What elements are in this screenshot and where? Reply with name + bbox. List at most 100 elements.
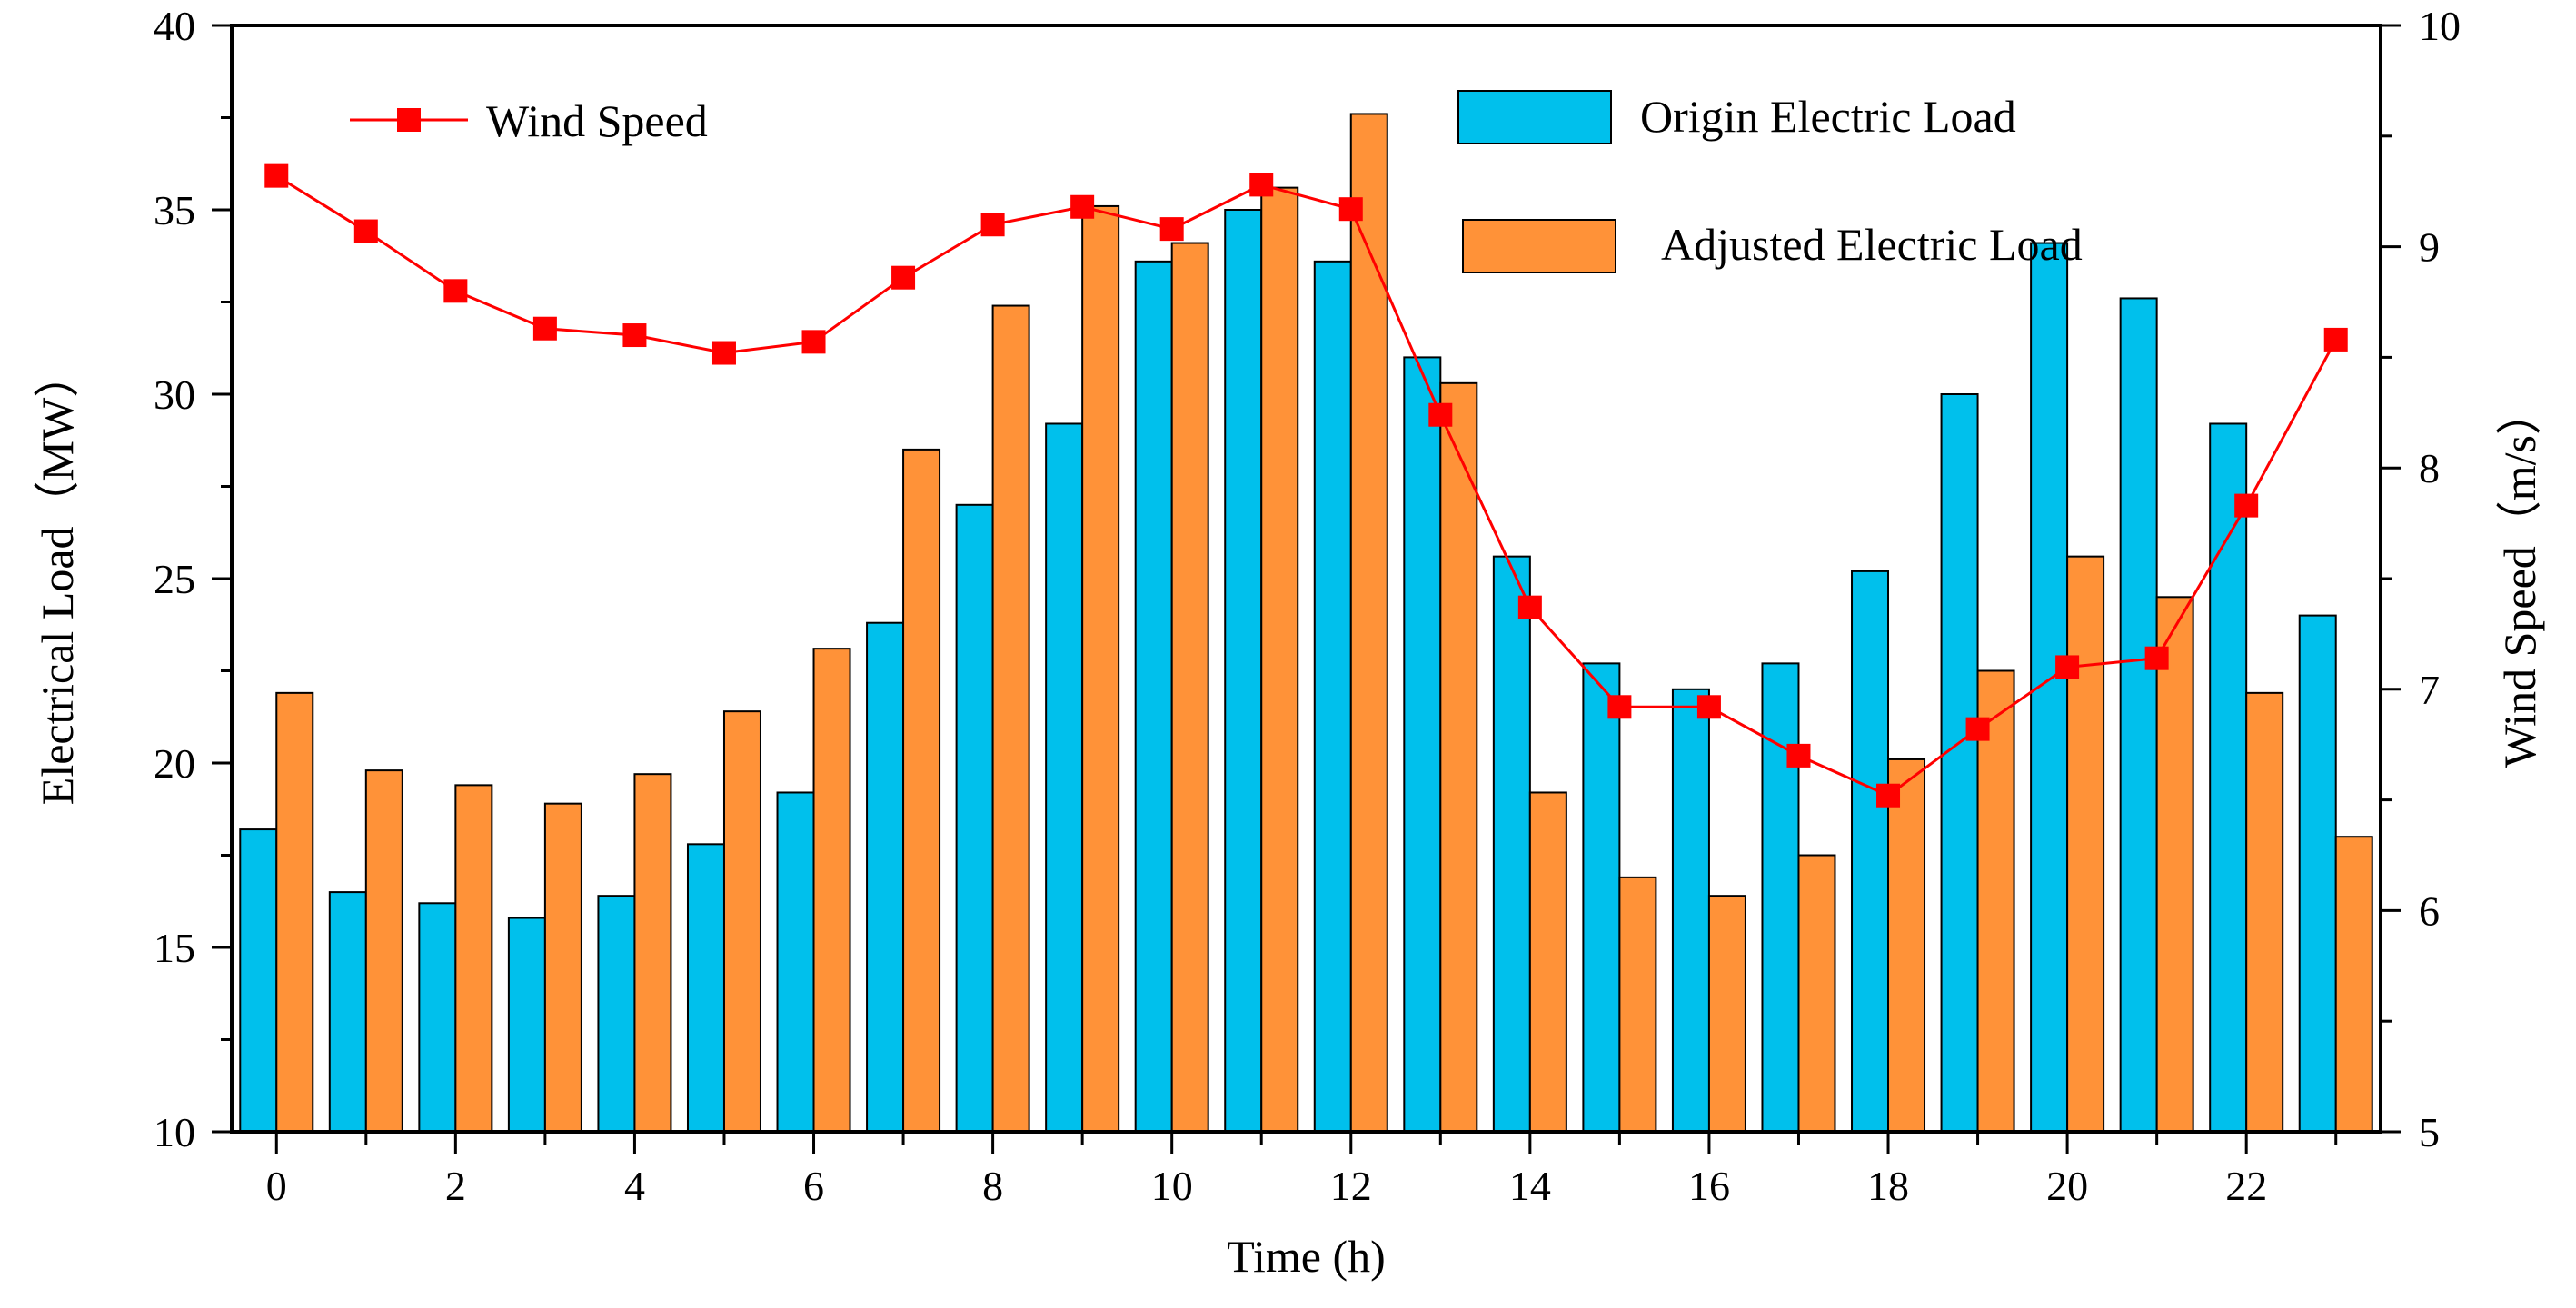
wind-speed-point (891, 265, 916, 290)
wind-speed-point (264, 164, 289, 188)
adjusted-load-bar (812, 648, 851, 1133)
adjusted-load-bar (1528, 791, 1567, 1133)
x-tick-label: 18 (1867, 1163, 1909, 1209)
right-y-tick-label: 7 (2419, 667, 2440, 713)
left-y-tick-label: 10 (154, 1109, 195, 1155)
legend-origin-load-label: Origin Electric Load (1640, 91, 2016, 142)
wind-speed-point (801, 330, 826, 354)
origin-load-bar (2209, 422, 2248, 1134)
origin-load-bar (686, 843, 725, 1133)
wind-speed-point (1517, 595, 1542, 619)
wind-speed-line-layer (264, 164, 2348, 808)
adjusted-load-bar (1349, 113, 1388, 1134)
wind-speed-point (532, 316, 557, 341)
wind-speed-point (1428, 402, 1453, 427)
x-tick-label: 2 (445, 1163, 466, 1209)
wind-speed-point (2144, 646, 2169, 670)
wind-speed-point (980, 213, 1005, 237)
right-y-tick-label: 6 (2419, 887, 2440, 934)
adjusted-load-bar (543, 802, 582, 1133)
adjusted-load-bar (1081, 204, 1120, 1133)
x-axis-title: Time (h) (1227, 1231, 1386, 1282)
left-y-axis-title: Electrical Load（MW） (32, 352, 83, 805)
right-y-axis-title: Wind Speed（m/s） (2494, 390, 2545, 768)
x-tick-label: 20 (2046, 1163, 2088, 1209)
origin-load-bar (597, 895, 636, 1133)
legend-adjusted-load-label: Adjusted Electric Load (1661, 219, 2083, 270)
legend-wind-speed-label: Wind Speed (486, 95, 708, 146)
wind-speed-point (711, 341, 736, 365)
adjusted-load-bar (1260, 186, 1299, 1133)
adjusted-load-bar (454, 784, 493, 1133)
left-y-tick-label: 20 (154, 740, 195, 787)
wind-speed-point (622, 323, 647, 348)
adjusted-load-bar (1976, 669, 2015, 1133)
wind-speed-point (1965, 717, 1990, 741)
left-y-tick-label: 15 (154, 925, 195, 971)
adjusted-load-bar (1707, 895, 1746, 1133)
wind-speed-line (275, 174, 2338, 798)
origin-load-bar (1761, 662, 1800, 1133)
adjusted-load-bar (1170, 242, 1209, 1134)
x-tick-label: 16 (1688, 1163, 1730, 1209)
x-tick-label: 4 (624, 1163, 645, 1209)
wind-speed-point (1159, 217, 1184, 242)
origin-load-bar (955, 503, 994, 1133)
origin-load-bar (1671, 688, 1710, 1133)
legend-origin-load-swatch (1457, 90, 1612, 144)
origin-load-bar (1403, 356, 1442, 1133)
origin-load-bar (507, 917, 546, 1134)
right-y-tick-label: 9 (2419, 224, 2440, 271)
origin-load-bar (1134, 260, 1173, 1133)
legend: Wind Speed Origin Electric Load Adjusted… (350, 90, 2083, 273)
adjusted-load-bar (902, 448, 941, 1133)
adjusted-load-bar (2334, 836, 2373, 1133)
wind-speed-point (443, 279, 468, 303)
adjusted-load-bar (1887, 758, 1926, 1133)
right-y-tick-label: 10 (2419, 3, 2461, 49)
origin-load-bar (776, 791, 815, 1133)
left-y-tick-label: 25 (154, 556, 195, 602)
wind-speed-point (2055, 655, 2080, 679)
right-y-tick-label: 5 (2419, 1109, 2440, 1155)
wind-speed-point (1338, 197, 1363, 222)
bars-layer (239, 113, 2373, 1134)
adjusted-load-bar (275, 691, 314, 1133)
legend-adjusted-load-swatch (1462, 219, 1616, 273)
wind-speed-point (353, 219, 378, 243)
ticks-layer: 0 2 4 6 8 10 12 14 16 18 20 22 10 15 20 25 30 35 40 5 6 7 8 9 10 (154, 3, 2461, 1209)
left-y-tick-label: 30 (154, 372, 195, 418)
origin-load-bar (1851, 570, 1890, 1133)
wind-speed-point (1696, 695, 1721, 719)
origin-load-bar (2298, 614, 2337, 1133)
wind-speed-point (2234, 493, 2259, 518)
x-tick-label: 14 (1509, 1163, 1551, 1209)
adjusted-load-bar (1439, 382, 1478, 1133)
legend-wind-speed-marker (397, 108, 421, 132)
left-y-tick-label: 40 (154, 3, 195, 49)
origin-load-bar (1224, 209, 1263, 1133)
x-tick-label: 6 (803, 1163, 824, 1209)
adjusted-load-bar (1618, 876, 1657, 1133)
right-y-tick-label: 8 (2419, 445, 2440, 491)
origin-load-bar (866, 621, 905, 1133)
adjusted-load-bar (991, 304, 1030, 1133)
wind-speed-point (1876, 783, 1901, 808)
origin-load-bar (418, 902, 457, 1134)
x-tick-label: 0 (266, 1163, 287, 1209)
x-tick-label: 12 (1330, 1163, 1372, 1209)
wind-speed-point (1249, 173, 1274, 197)
x-tick-label: 10 (1151, 1163, 1193, 1209)
origin-load-bar (239, 828, 278, 1134)
origin-load-bar (1940, 393, 1979, 1133)
wind-speed-point (1607, 695, 1632, 719)
adjusted-load-bar (2066, 555, 2105, 1133)
wind-speed-point (2323, 327, 2348, 352)
left-y-tick-label: 35 (154, 187, 195, 233)
wind-speed-point (1786, 743, 1811, 768)
origin-load-bar (2119, 297, 2158, 1133)
adjusted-load-bar (2245, 691, 2284, 1133)
adjusted-load-bar (633, 773, 672, 1133)
x-tick-label: 22 (2225, 1163, 2267, 1209)
